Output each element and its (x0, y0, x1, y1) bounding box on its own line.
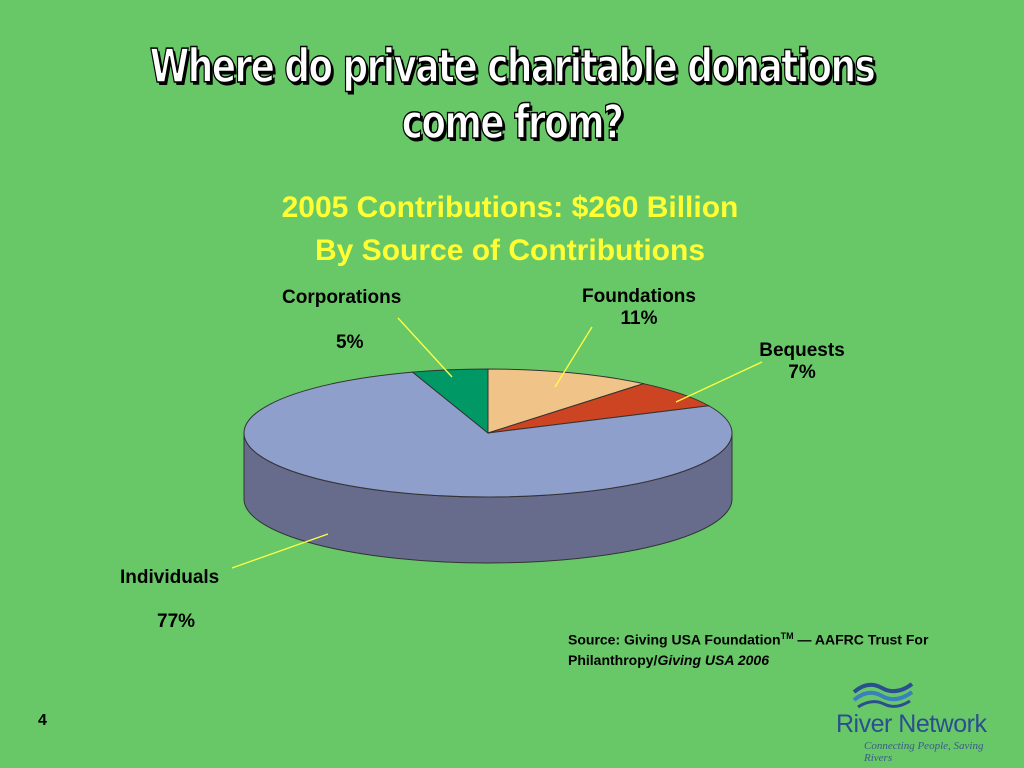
chart-title: 2005 Contributions: $260 Billion (281, 191, 739, 224)
leader-bequests (675, 361, 763, 403)
page-number: 4 (38, 712, 47, 729)
pie-slice-bequests (487, 383, 711, 434)
river-waves-icon (852, 682, 914, 709)
source-trademark: TM (780, 631, 794, 641)
label-corporations-value: 5% (336, 332, 364, 353)
label-foundations-value: 11% (620, 308, 658, 329)
pie-slice-corporations (411, 368, 489, 435)
label-corporations-name: Corporations (282, 287, 402, 308)
leader-foundations (554, 326, 593, 388)
source-publication: Giving USA 2006 (657, 651, 769, 668)
slide-title: Where do private charitable donations co… (149, 38, 876, 150)
river-network-logo: River Network Connecting People, Saving … (830, 672, 1010, 764)
label-individuals-value: 77% (157, 611, 196, 632)
chart-subtitle: By Source of Contributions (315, 234, 705, 267)
logo-name: River Network (836, 710, 987, 738)
source-prefix: Source: Giving USA Foundation (568, 631, 781, 648)
label-bequests-name: Bequests (759, 340, 845, 361)
leader-corporations (397, 317, 453, 378)
label-foundations-name: Foundations (582, 286, 696, 307)
source-note: Source: Giving USA FoundationTM — AAFRC … (568, 626, 998, 670)
label-individuals-name: Individuals (120, 567, 220, 588)
logo-tagline: Connecting People, Saving Rivers (864, 740, 984, 764)
pie-slice-individuals (243, 371, 733, 498)
pie-slice-foundations (487, 368, 646, 434)
leader-individuals (231, 533, 329, 569)
source-middle: — AAFRC Trust For Philanthropy/ (568, 631, 929, 668)
label-bequests-value: 7% (788, 362, 816, 383)
